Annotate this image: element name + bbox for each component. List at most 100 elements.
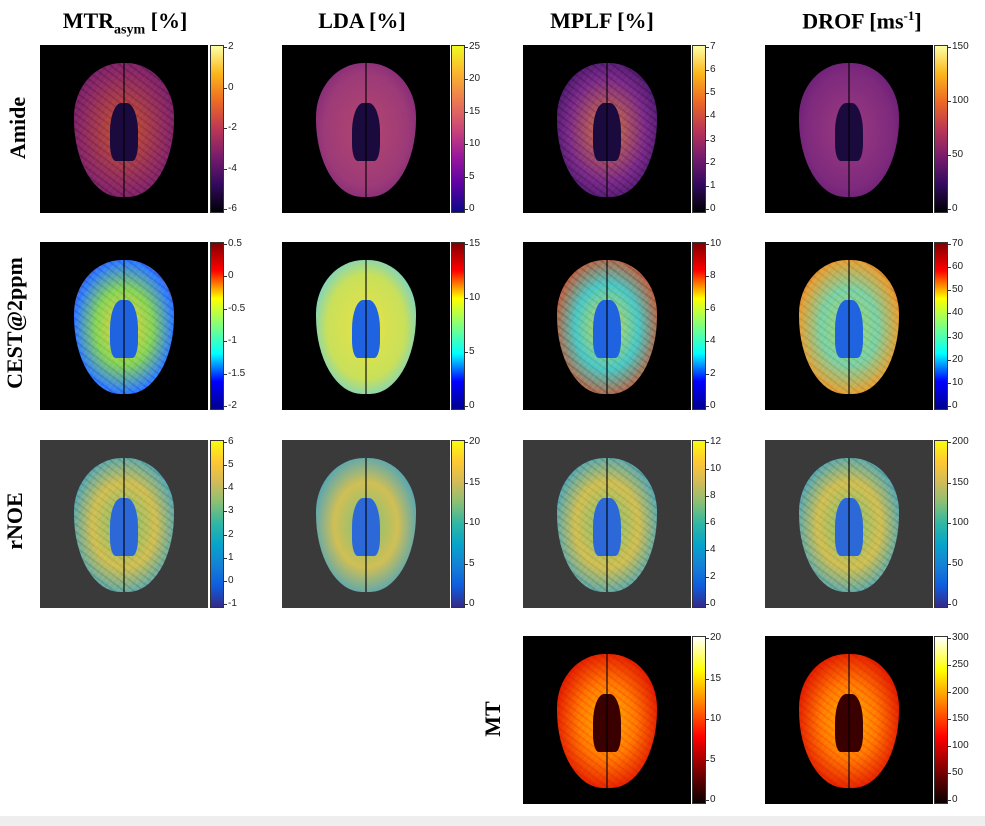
colorbar-tick-label: 1	[710, 179, 716, 191]
colorbar-amide-mtrasym	[210, 45, 224, 213]
colorbar-tick-label: 5	[228, 459, 234, 471]
colorbar-tick-label: 2	[228, 41, 234, 52]
colorbar-tick-mark	[465, 442, 468, 443]
colorbar-tick-mark	[224, 128, 227, 129]
colorbar-tick-label: 50	[952, 284, 964, 296]
map-cest-mplf	[523, 242, 691, 410]
colorbar-tick-label: 12	[710, 436, 722, 447]
colorbar-tick-mark	[224, 406, 227, 407]
colorbar-amide-lda	[451, 45, 465, 213]
column-title-lda: LDA [%]	[318, 8, 406, 33]
colorbar-tick-mark	[706, 93, 709, 95]
colorbar-tick-label: 10	[469, 517, 481, 528]
colorbar-tick-label: 6	[710, 64, 716, 76]
colorbar-tick-mark	[948, 313, 951, 315]
colorbar-tick-label: 2	[710, 367, 716, 379]
colorbar-rnoe-mtrasym	[210, 440, 224, 608]
column-title-mtrasym: MTRasym [%]	[62, 8, 188, 38]
colorbar-tick-mark	[706, 800, 709, 801]
colorbar-tick-mark	[948, 692, 951, 693]
colorbar-tick-mark	[948, 800, 951, 801]
colorbar-tick-mark	[465, 604, 468, 605]
colorbar-tick-label: 300	[952, 632, 969, 643]
colorbar-tick-mark	[948, 523, 951, 524]
colorbar-tick-mark	[948, 244, 951, 245]
colorbar-tick-label: 5	[710, 753, 716, 765]
colorbar-tick-mark	[948, 382, 951, 384]
colorbar-tick-mark	[224, 488, 227, 490]
colorbar-tick-mark	[948, 406, 951, 407]
column-title-drof: DROF [ms-1]	[802, 8, 922, 34]
colorbar-tick-label: 4	[710, 110, 716, 122]
colorbar-tick-label: 4	[228, 482, 234, 494]
colorbar-tick-mark	[465, 79, 468, 81]
colorbar-tick-mark	[706, 209, 709, 210]
colorbar-tick-label: 20	[469, 73, 481, 85]
colorbar-tick-mark	[948, 665, 951, 666]
colorbar-tick-mark	[706, 550, 709, 551]
colorbar-tick-label: -1	[228, 335, 237, 347]
colorbar-tick-mark	[224, 244, 227, 245]
map-cest-drof	[765, 242, 933, 410]
colorbar-tick-label: 4	[710, 335, 716, 347]
colorbar-cest-mtrasym	[210, 242, 224, 410]
row-label-mt: MT	[480, 701, 505, 737]
colorbar-tick-label: 2	[228, 528, 234, 540]
colorbar-tick-mark	[948, 336, 951, 338]
colorbar-tick-label: 6	[228, 436, 234, 447]
colorbar-tick-mark	[465, 523, 468, 524]
colorbar-tick-mark	[706, 276, 709, 278]
colorbar-tick-label: 0	[228, 270, 234, 282]
colorbar-tick-label: 10	[710, 238, 722, 249]
colorbar-tick-label: 0	[469, 400, 475, 411]
bottom-strip	[0, 816, 985, 826]
colorbar-tick-label: 5	[469, 170, 475, 182]
colorbar-cest-mplf	[692, 242, 706, 410]
colorbar-tick-label: 6	[710, 302, 716, 314]
colorbar-tick-mark	[224, 557, 227, 559]
colorbar-tick-label: 0	[228, 574, 234, 586]
colorbar-tick-mark	[948, 290, 951, 292]
colorbar-tick-mark	[948, 746, 951, 747]
colorbar-tick-mark	[948, 604, 951, 605]
colorbar-tick-label: 6	[710, 517, 716, 528]
colorbar-tick-label: 0.5	[228, 238, 242, 249]
colorbar-tick-mark	[948, 442, 951, 443]
colorbar-tick-label: -1	[228, 598, 237, 609]
colorbar-tick-label: -2	[228, 400, 237, 411]
row-label-rnoe: rNOE	[2, 492, 27, 550]
colorbar-tick-label: 0	[710, 794, 716, 805]
colorbar-tick-label: 200	[952, 436, 969, 447]
colorbar-tick-label: 100	[952, 517, 969, 528]
colorbar-tick-label: 8	[710, 270, 716, 282]
map-mt-mplf	[523, 636, 691, 804]
colorbar-tick-mark	[948, 563, 951, 565]
colorbar-tick-label: 3	[228, 505, 234, 517]
colorbar-tick-mark	[706, 638, 709, 639]
colorbar-tick-label: -6	[228, 203, 237, 214]
colorbar-tick-label: 50	[952, 557, 964, 569]
colorbar-tick-mark	[706, 162, 709, 164]
colorbar-tick-label: 2	[710, 571, 716, 582]
colorbar-tick-label: 10	[469, 138, 481, 150]
map-cest-mtrasym	[40, 242, 208, 410]
colorbar-tick-mark	[224, 604, 227, 605]
colorbar-tick-mark	[706, 406, 709, 407]
row-label-amide: Amide	[5, 96, 30, 160]
colorbar-tick-mark	[706, 308, 709, 310]
colorbar-tick-mark	[948, 482, 951, 484]
colorbar-tick-mark	[948, 719, 951, 720]
colorbar-tick-label: 150	[952, 476, 969, 488]
colorbar-tick-mark	[706, 678, 709, 680]
row-label-cest: CEST@2ppm	[2, 257, 27, 389]
colorbar-tick-mark	[948, 359, 951, 361]
map-amide-mplf	[523, 45, 691, 213]
colorbar-tick-label: 150	[952, 41, 969, 52]
colorbar-tick-mark	[706, 604, 709, 605]
colorbar-tick-mark	[948, 638, 951, 639]
colorbar-amide-drof	[934, 45, 948, 213]
colorbar-tick-label: 100	[952, 740, 969, 751]
colorbar-tick-label: 5	[469, 557, 475, 569]
colorbar-tick-label: 15	[469, 238, 481, 249]
colorbar-tick-mark	[224, 534, 227, 536]
